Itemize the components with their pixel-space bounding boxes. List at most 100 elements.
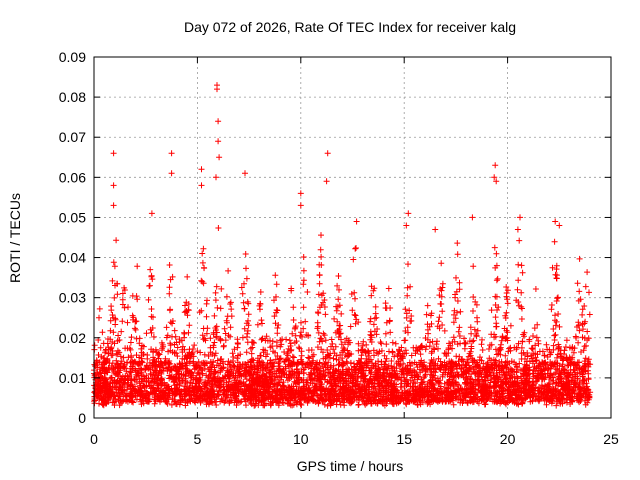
data-point (586, 289, 592, 296)
data-point (433, 341, 440, 348)
data-point (328, 336, 335, 343)
data-point (225, 332, 232, 339)
data-point (385, 285, 392, 292)
data-point (449, 339, 456, 345)
data-point (370, 321, 377, 328)
data-point (185, 329, 192, 336)
data-point (298, 402, 305, 408)
data-point (138, 349, 145, 356)
data-point (234, 355, 241, 362)
data-point (116, 349, 123, 356)
data-point (428, 350, 435, 357)
data-point (339, 355, 346, 362)
data-point (166, 284, 173, 291)
data-point (353, 245, 359, 251)
data-point (582, 283, 589, 290)
data-point (439, 322, 446, 328)
data-point (235, 352, 241, 359)
data-point (581, 303, 588, 309)
data-point (473, 301, 480, 308)
data-point (274, 353, 281, 359)
data-point (136, 335, 143, 342)
data-point (263, 333, 270, 340)
data-point (352, 245, 359, 252)
data-point (414, 401, 421, 408)
data-point (516, 237, 523, 244)
data-point (201, 351, 208, 358)
data-point (468, 345, 475, 352)
data-point (519, 338, 526, 345)
data-point (289, 353, 296, 360)
data-point (514, 374, 521, 381)
data-point (288, 285, 295, 292)
data-point (227, 324, 234, 331)
data-point (240, 299, 247, 306)
data-point (241, 280, 247, 287)
data-point (244, 330, 251, 337)
data-point (575, 339, 582, 346)
data-point (290, 304, 297, 311)
data-point (444, 385, 451, 392)
data-point (125, 304, 131, 311)
data-point (488, 331, 495, 338)
data-point (563, 337, 570, 344)
data-point (243, 275, 250, 282)
data-point (316, 272, 323, 279)
data-point (100, 402, 107, 409)
data-point (271, 313, 278, 320)
data-point (389, 349, 396, 356)
data-point (249, 344, 256, 351)
data-point (173, 350, 180, 357)
data-point (338, 310, 345, 317)
data-point (276, 392, 283, 399)
data-point (435, 345, 441, 352)
data-point (229, 350, 236, 357)
data-point (450, 401, 457, 408)
data-point (241, 325, 248, 332)
data-point (482, 401, 489, 408)
data-point (239, 290, 246, 297)
data-point (579, 311, 586, 318)
data-point (388, 358, 395, 364)
data-point (298, 348, 305, 355)
data-point (212, 297, 219, 304)
data-point (531, 325, 538, 332)
data-point (338, 341, 345, 348)
data-point (242, 361, 249, 368)
data-point (419, 344, 426, 351)
data-point (453, 274, 459, 281)
data-points (91, 82, 594, 409)
data-point (244, 327, 251, 334)
data-point (529, 345, 536, 352)
data-point (111, 294, 118, 301)
data-point (461, 335, 467, 342)
data-point (248, 350, 255, 357)
data-point (121, 284, 128, 291)
chart-title: Day 072 of 2026, Rate Of TEC Index for r… (184, 19, 516, 35)
data-point (117, 353, 124, 360)
data-point (503, 290, 510, 296)
data-point (496, 345, 503, 352)
data-point (112, 282, 118, 289)
data-point (493, 250, 500, 257)
data-point (274, 307, 281, 314)
data-point (290, 317, 297, 323)
data-point (270, 348, 277, 355)
data-point (551, 238, 558, 245)
data-point (335, 328, 342, 335)
data-point (515, 340, 522, 347)
data-point (529, 360, 536, 367)
data-point (585, 335, 592, 342)
data-point (302, 318, 309, 325)
data-point (350, 256, 357, 263)
data-point (584, 269, 591, 276)
data-point (373, 349, 380, 356)
data-point (322, 355, 329, 362)
data-point (470, 308, 476, 314)
data-point (439, 308, 446, 315)
data-point (492, 302, 499, 308)
data-point (404, 324, 411, 331)
data-point (408, 313, 415, 319)
data-point (273, 293, 279, 300)
data-point (427, 312, 434, 319)
